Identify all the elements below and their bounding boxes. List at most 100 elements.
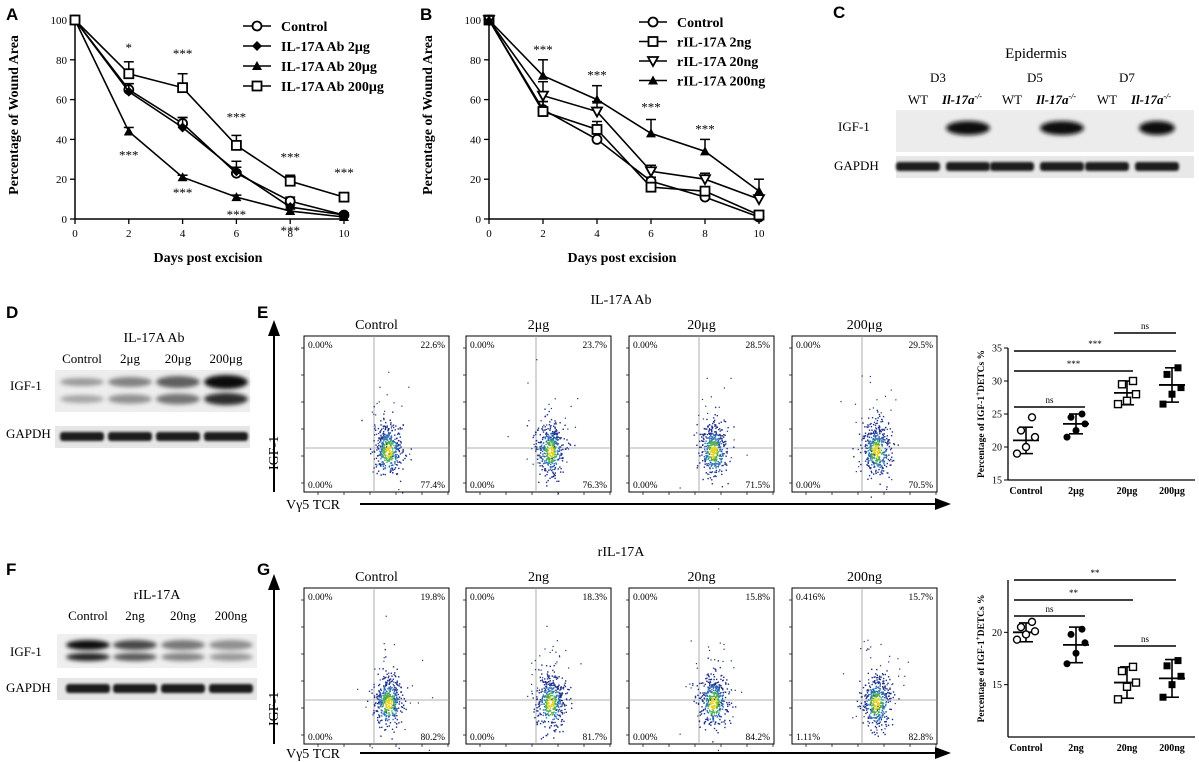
event-dot [706,694,708,696]
event-dot [888,439,890,441]
event-dot [382,447,384,449]
event-dot [703,721,706,724]
event-dot [554,398,556,400]
event-dot [388,700,390,702]
event-dot [707,462,710,465]
event-dot [383,434,385,437]
event-dot [401,702,403,704]
event-dot [544,415,547,418]
event-dot [704,708,707,711]
event-dot [702,693,705,696]
event-dot [373,451,376,453]
event-dot [716,465,718,468]
event-dot [389,437,392,439]
event-dot [706,704,708,706]
event-dot [542,446,544,449]
event-dot [544,468,547,470]
event-dot [561,709,563,712]
event-dot [871,458,874,460]
event-dot [535,433,537,436]
event-dot [541,697,543,699]
event-dot [378,716,381,718]
event-dot [555,462,557,464]
event-dot [553,453,555,455]
event-dot [385,690,388,692]
event-dot [871,699,873,702]
panel-e-yaxis-label: IGF-1 [267,436,282,470]
event-dot [716,681,718,684]
event-dot [890,693,892,695]
legend-label: Control [281,20,328,35]
event-dot [387,676,390,679]
event-dot [550,433,552,435]
flow-plot-title: 200ng [847,570,882,585]
event-dot [379,445,382,447]
event-dot [870,450,872,452]
event-dot [539,447,541,450]
gapdh-band [108,432,152,441]
event-dot [714,701,717,704]
lane-label: Control [62,351,102,366]
event-dot [391,714,394,717]
event-dot [527,695,529,698]
event-dot [698,697,701,699]
event-dot [882,674,884,676]
event-dot [882,713,884,715]
event-dot [710,678,713,681]
event-dot [556,459,558,461]
event-dot [545,717,548,719]
gapdh-band [204,432,248,441]
event-dot [545,443,547,446]
event-dot [547,452,549,454]
event-dot [719,453,721,456]
event-dot [885,711,887,713]
event-dot [711,702,714,705]
event-dot [710,458,713,460]
event-dot [729,719,731,722]
event-dot [718,422,720,425]
panel-f-igf1-blot [57,634,257,668]
data-point [285,206,296,216]
event-dot [554,730,556,733]
event-dot [393,402,395,404]
event-dot [714,471,716,473]
data-point [1078,625,1086,633]
gapdh-band [60,432,104,441]
event-dot [551,682,553,684]
event-dot [708,700,710,702]
event-dot [549,421,551,423]
quadrant-lr: 82.8% [908,733,933,743]
event-dot [544,408,546,410]
event-dot [708,687,711,689]
igf1-band-lower [204,392,248,406]
event-dot [706,473,709,475]
event-dot [554,708,557,710]
event-dot [724,696,727,699]
event-dot [724,420,727,423]
data-point [177,172,188,182]
event-dot [395,464,398,466]
event-dot [871,460,874,463]
event-dot [560,705,562,708]
event-dot [713,444,715,446]
event-dot [685,686,687,688]
event-dot [880,712,883,714]
event-dot [875,418,877,420]
event-dot [712,692,714,694]
event-dot [550,451,553,453]
event-dot [390,452,393,454]
event-dot [378,721,380,724]
event-dot [392,424,395,426]
event-dot [384,707,386,710]
event-dot [714,689,717,691]
event-dot [694,695,697,698]
gapdh-band [1040,162,1084,171]
event-dot [541,720,543,722]
event-dot [716,714,718,717]
event-dot [375,466,378,468]
event-dot [721,435,724,437]
event-dot [872,450,875,452]
event-dot [388,725,390,727]
event-dot [560,724,562,726]
gapdh-band [66,684,110,693]
